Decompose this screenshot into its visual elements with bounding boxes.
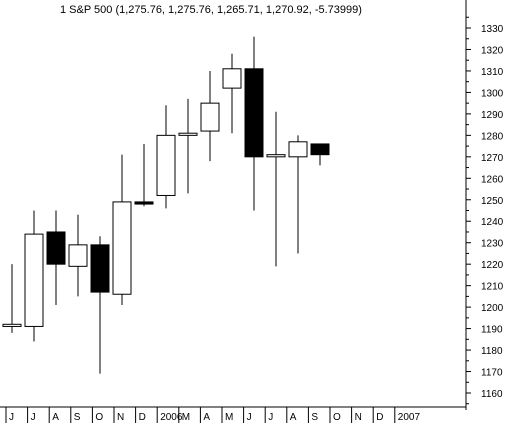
candle-body-up: [24, 233, 44, 327]
candle-body-up: [178, 132, 198, 136]
candle-body-up: [156, 134, 176, 196]
candle: [134, 143, 154, 207]
candle-body-down: [310, 143, 330, 156]
candle-body-down: [90, 244, 110, 293]
candle-body-up: [288, 141, 308, 158]
candle: [288, 135, 308, 254]
x-tick-label: N: [117, 412, 124, 423]
x-tick-label: 2006: [160, 412, 183, 423]
candle: [266, 111, 286, 267]
x-tick-label: D: [376, 412, 383, 423]
candle-body-down: [46, 231, 66, 265]
candle: [310, 143, 330, 166]
candle: [200, 70, 220, 162]
y-tick-label: 1200: [481, 303, 504, 314]
y-tick-label: 1190: [481, 325, 503, 336]
x-tick-label: D: [139, 412, 146, 423]
y-tick-label: 1270: [481, 153, 504, 164]
y-tick-label: 1320: [481, 45, 504, 56]
candle: [112, 154, 132, 305]
candle: [244, 36, 264, 211]
x-tick-label: O: [333, 412, 341, 423]
candle: [90, 236, 110, 374]
x-tick-label: M: [182, 412, 190, 423]
y-tick-label: 1240: [481, 217, 504, 228]
candle: [156, 105, 176, 209]
x-tick-label: J: [31, 412, 36, 423]
x-tick-label: A: [290, 412, 297, 423]
y-tick-label: 1180: [481, 346, 503, 357]
y-tick-label: 1210: [481, 282, 504, 293]
x-tick-label: A: [52, 412, 59, 423]
y-tick-label: 1220: [481, 260, 504, 271]
x-tick-label: S: [311, 412, 318, 423]
x-tick-label: J: [268, 412, 273, 423]
candle-body-up: [222, 68, 242, 89]
y-tick-label: 1330: [481, 24, 504, 35]
candle-body-down: [244, 68, 264, 158]
x-tick-label: 2007: [398, 412, 421, 423]
y-tick-label: 1160: [481, 389, 503, 400]
y-tick-label: 1290: [481, 110, 504, 121]
x-tick-label: A: [203, 412, 210, 423]
candle-body-up: [2, 323, 22, 327]
x-tick-label: N: [355, 412, 362, 423]
candle: [222, 53, 242, 134]
candle-body-up: [68, 244, 88, 267]
candle-body-down: [134, 201, 154, 205]
y-tick-label: 1260: [481, 174, 504, 185]
y-tick-label: 1170: [481, 368, 503, 379]
x-tick-label: J: [247, 412, 252, 423]
y-tick-label: 1230: [481, 239, 504, 250]
x-tick-label: S: [74, 412, 81, 423]
candle: [24, 210, 44, 342]
candle-body-up: [112, 201, 132, 295]
y-tick-label: 1310: [481, 67, 504, 78]
y-tick-label: 1250: [481, 196, 504, 207]
y-tick-label: 1280: [481, 131, 504, 142]
y-tick-label: 1300: [481, 88, 504, 99]
candle: [46, 210, 66, 305]
candle: [68, 214, 88, 297]
x-tick-label: O: [95, 412, 103, 423]
x-tick-label: J: [9, 412, 14, 423]
candle-body-up: [200, 102, 220, 132]
x-tick-label: M: [225, 412, 233, 423]
candle: [178, 98, 198, 194]
candle: [2, 264, 22, 333]
candles-layer: [2, 36, 330, 374]
chart-title: 1 S&P 500 (1,275.76, 1,275.76, 1,265.71,…: [60, 4, 362, 16]
candle-body-up: [266, 154, 286, 158]
